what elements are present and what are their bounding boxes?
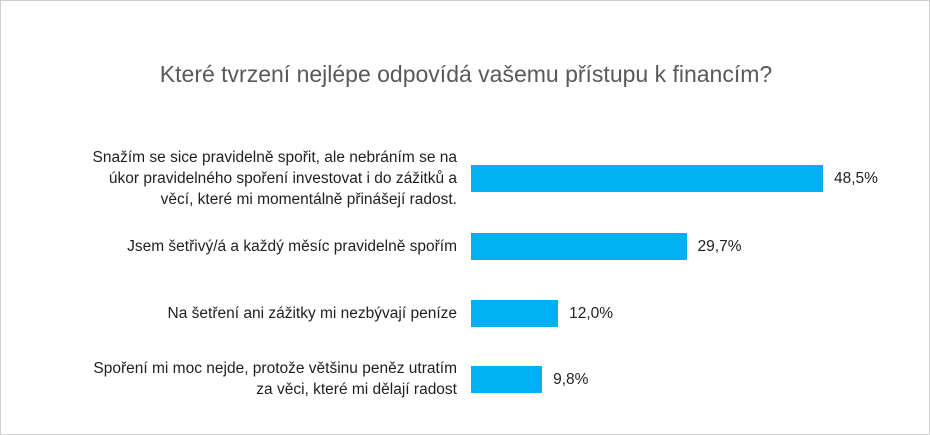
category-label: Snažím se sice pravidelně spořit, ale ne… — [11, 147, 457, 210]
category-label-line: Snažím se sice pravidelně spořit, ale ne… — [92, 148, 457, 166]
chart-title: Které tvrzení nejlépe odpovídá vašemu př… — [159, 61, 773, 87]
category-label: Jsem šetřivý/á a každý měsíc pravidelně … — [11, 236, 457, 257]
bar-value-label: 9,8% — [553, 370, 589, 388]
bar-value-label: 48,5% — [834, 169, 878, 187]
bar — [471, 299, 559, 327]
bar-value-label: 12,0% — [569, 304, 614, 322]
category-label: Spoření mi moc nejde, protože většinu pe… — [11, 358, 457, 400]
category-label: Na šetření ani zážitky mi nezbývají pení… — [11, 303, 457, 324]
category-label-line: úkor pravidelného spoření investovat i d… — [108, 169, 457, 187]
category-label-line: Jsem šetřivý/á a každý měsíc pravidelně … — [127, 237, 457, 255]
bar — [471, 164, 823, 192]
bar — [471, 232, 687, 260]
category-label-line: za věci, které mi dělají radost — [256, 381, 457, 398]
bar-value-label: 29,7% — [697, 237, 742, 255]
category-label-line: věcí, které mi momentálně přinášejí rado… — [160, 190, 457, 208]
category-label-line: Spoření mi moc nejde, protože většinu pe… — [93, 360, 457, 377]
bar — [471, 365, 543, 393]
category-label-line: Na šetření ani zážitky mi nezbývají pení… — [167, 304, 457, 322]
